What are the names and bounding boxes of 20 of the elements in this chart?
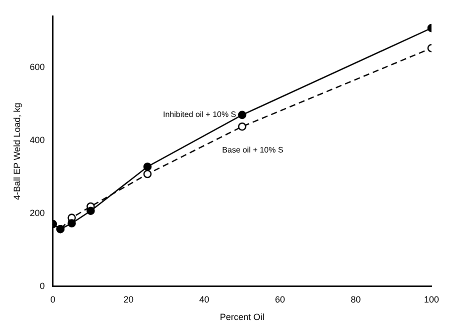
y-tick-label: 600	[30, 62, 45, 72]
point	[238, 122, 246, 131]
y-tick-label: 200	[30, 208, 45, 218]
point	[68, 219, 76, 228]
x-tick-label: 20	[124, 294, 134, 304]
point	[143, 170, 152, 178]
y-tick-label: 0	[40, 280, 45, 291]
x-tick-label: 100	[424, 294, 440, 304]
x-tick-label: 40	[199, 294, 210, 304]
x-tick-label: 0	[50, 294, 56, 304]
y-tick-label: 400	[30, 134, 45, 145]
x-tick-label: 60	[275, 294, 286, 304]
x-tick-label: 80	[350, 294, 361, 304]
point	[86, 206, 95, 216]
point	[143, 162, 152, 171]
point	[238, 110, 246, 120]
series-label: Inhibited oil + 10% S	[162, 110, 236, 119]
x-axis-title: Percent Oil	[220, 312, 264, 322]
y-axis-title: 4-Ball EP Weld Load, kg	[12, 102, 22, 200]
series-label: Base oil + 10% S	[222, 146, 284, 155]
